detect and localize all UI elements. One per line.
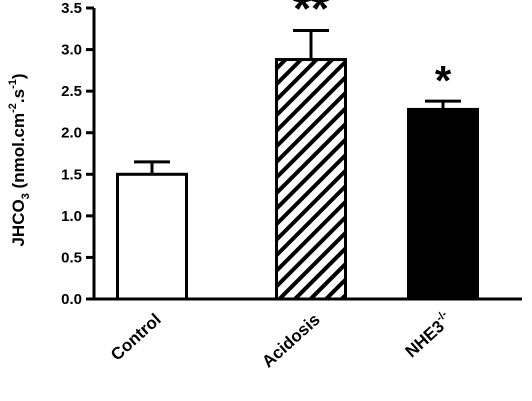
significance-marker-nhe3: * — [435, 57, 452, 104]
y-tick-label: 1.5 — [61, 166, 82, 183]
category-label-acidosis: Acidosis — [258, 310, 323, 372]
y-tick-label: 2.5 — [61, 83, 82, 100]
y-tick-label: 3.0 — [61, 42, 82, 59]
significance-marker-acidosis: ** — [293, 0, 329, 34]
bar-nhe3 — [407, 107, 479, 301]
y-axis-title: JHCO3 (nmol.cm-2.s-1) — [7, 73, 32, 246]
y-tick-label: 0.0 — [61, 291, 82, 308]
bar-acidosis — [275, 58, 347, 301]
y-tick-label: 2.0 — [61, 125, 82, 142]
bar-control — [116, 172, 188, 301]
y-tick-label: 1.0 — [61, 208, 82, 225]
y-tick-label: 3.5 — [61, 0, 82, 17]
category-label-nhe3: NHE3-/- — [400, 308, 456, 361]
category-label-control: Control — [107, 310, 165, 365]
y-tick-label: 0.5 — [61, 249, 82, 266]
